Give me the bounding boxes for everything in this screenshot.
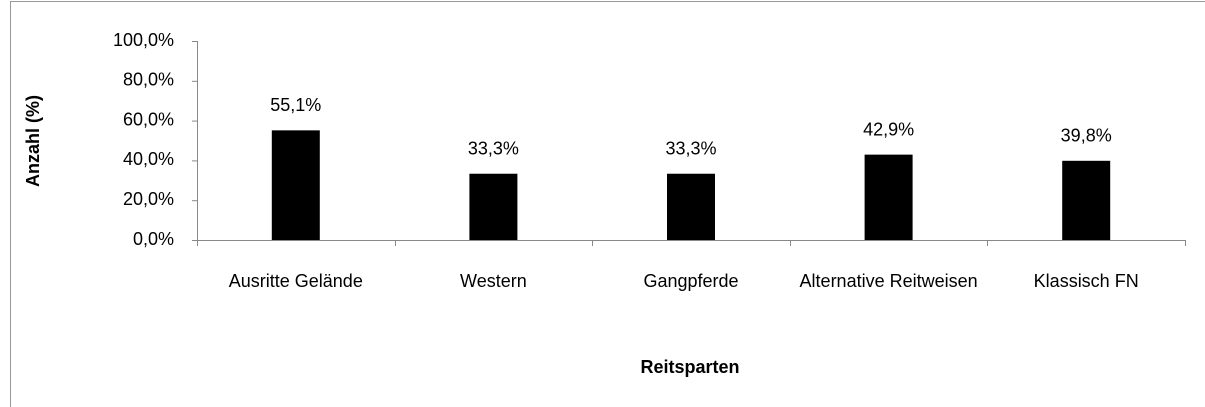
bar xyxy=(469,173,518,240)
value-label: 33,3% xyxy=(468,138,519,158)
y-tick-label: 60,0% xyxy=(123,109,174,129)
bar xyxy=(271,130,320,240)
y-axis-title: Anzahl (%) xyxy=(23,95,43,187)
bar xyxy=(667,173,715,240)
y-tick-label: 100,0% xyxy=(113,30,174,50)
y-tick-label: 80,0% xyxy=(123,70,174,90)
value-label: 55,1% xyxy=(270,95,321,115)
x-tick-label: Western xyxy=(460,271,527,291)
value-label: 33,3% xyxy=(665,138,716,158)
y-tick-label: 20,0% xyxy=(123,189,174,209)
y-tick-label: 40,0% xyxy=(123,149,174,169)
value-label: 39,8% xyxy=(1061,126,1112,146)
x-tick-label: Alternative Reitweisen xyxy=(800,271,978,291)
x-tick-label: Klassisch FN xyxy=(1034,271,1139,291)
bar xyxy=(864,154,913,240)
x-tick-label: Ausritte Gelände xyxy=(229,271,363,291)
value-label: 42,9% xyxy=(863,119,914,139)
x-tick-label: Gangpferde xyxy=(643,271,738,291)
x-axis-title: Reitsparten xyxy=(640,357,739,377)
chart-frame xyxy=(10,1,1205,407)
y-tick-label: 0,0% xyxy=(133,229,174,249)
bar xyxy=(1062,160,1111,240)
